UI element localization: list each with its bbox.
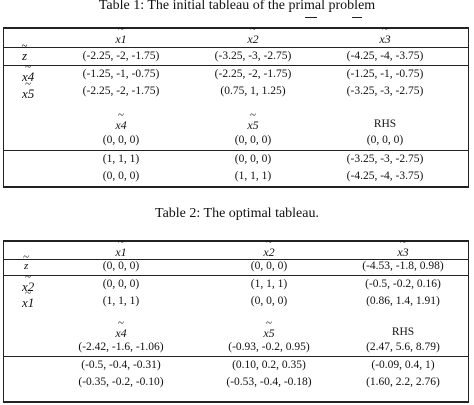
table1-cell: (0, 0, 0): [102, 170, 140, 182]
table1-cell: (0, 0, 0): [102, 134, 140, 146]
table1-cell: (-4.25, -4, -3.75): [346, 50, 424, 62]
table1-col-header-x3: x3: [379, 32, 390, 47]
table2-cell: (-2.42, -1.6, -1.06): [78, 341, 164, 353]
table1-cell: (1, 1, 1): [234, 170, 272, 182]
table2-col-header-x5: x5: [263, 326, 274, 341]
table2-rule: [4, 275, 468, 276]
table2-cell: (0.10, 0.2, 0.35): [232, 359, 306, 371]
table2-col-header-x2: x2: [263, 245, 274, 260]
table2-cell: (-0.5, -0.2, 0.16): [365, 278, 441, 290]
table2-cell: (1.60, 2.2, 2.76): [366, 376, 440, 388]
caption-dash: [305, 17, 317, 18]
table2: x1 x2 x3 z (0, 0, 0) (0, 0, 0) (-4.53, -…: [3, 240, 469, 403]
caption-dash: [352, 17, 362, 18]
table1-cell: (-2.25, -2, -1.75): [214, 68, 292, 80]
table1-caption: Table 1: The initial tableau of the prim…: [98, 0, 376, 13]
table2-cell: (0.86, 1.4, 1.91): [366, 295, 440, 307]
table2-col-header-x1: x1: [115, 245, 126, 260]
table2-cell: (0, 0, 0): [250, 260, 288, 272]
table2-row-label-x1: x1: [22, 296, 34, 309]
table2-cell: (-0.5, -0.4, -0.31): [81, 359, 161, 371]
table2-cell: (-0.09, 0.4, 1): [371, 359, 435, 371]
table2-cell: (0, 0, 0): [102, 260, 140, 272]
table2-caption: Table 2: The optimal tableau.: [155, 206, 319, 221]
table1-col-header-x2: x2: [247, 32, 258, 47]
table1-cell: (0, 0, 0): [234, 153, 272, 165]
table1-rule: [4, 47, 468, 48]
table1-cell: (-3.25, -3, -2.75): [346, 153, 424, 165]
table1-cell: (-2.25, -2, -1.75): [82, 85, 160, 97]
table1-cell: (-4.25, -4, -3.75): [346, 170, 424, 182]
table1-col-header-x4: x4: [115, 118, 126, 133]
table1-col-header-x5: x5: [247, 118, 258, 133]
table1-cell: (-3.25, -3, -2.75): [346, 85, 424, 97]
table1-row-label-z: z: [22, 49, 27, 62]
table1: x1 x2 x3 z (-2.25, -2, -1.75) (-3.25, -3…: [3, 27, 469, 188]
table1-cell: (1, 1, 1): [102, 153, 140, 165]
table2-cell: (-0.93, -0.2, 0.95): [228, 341, 310, 353]
table1-cell: (-3.25, -3, -2.75): [214, 50, 292, 62]
table2-cell: (-0.53, -0.4, -0.18): [226, 376, 312, 388]
table1-cell: (0, 0, 0): [366, 134, 404, 146]
table1-rule: [4, 65, 468, 66]
table2-cell: (-0.35, -0.2, -0.10): [78, 376, 164, 388]
table2-col-header-x3: x3: [397, 245, 408, 260]
table2-cell: (1, 1, 1): [250, 278, 288, 290]
table2-cell: (0, 0, 0): [102, 278, 140, 290]
table1-cell: (-1.25, -1, -0.75): [82, 68, 160, 80]
table2-cell: (1, 1, 1): [102, 295, 140, 307]
table1-rule: [4, 150, 468, 151]
table1-cell: (-2.25, -2, -1.75): [82, 50, 160, 62]
table2-cell: (0, 0, 0): [250, 295, 288, 307]
table1-cell: (0, 0, 0): [234, 134, 272, 146]
table2-cell: (2.47, 5.6, 8.79): [366, 341, 440, 353]
table1-cell: (-1.25, -1, -0.75): [346, 68, 424, 80]
table2-rule: [4, 356, 468, 357]
table1-cell: (0.75, 1, 1.25): [220, 85, 286, 97]
table2-rule: [4, 259, 468, 260]
table1-col-header-x1: x1: [115, 32, 126, 47]
table2-cell: (-4.53, -1.8, 0.98): [362, 260, 444, 272]
table1-row-label-x5: x5: [22, 87, 34, 100]
table2-row-label-z: z: [24, 260, 28, 273]
table2-col-header-x4: x4: [115, 326, 126, 341]
table2-col-header-rhs: RHS: [391, 326, 415, 338]
table1-col-header-rhs: RHS: [373, 118, 397, 130]
